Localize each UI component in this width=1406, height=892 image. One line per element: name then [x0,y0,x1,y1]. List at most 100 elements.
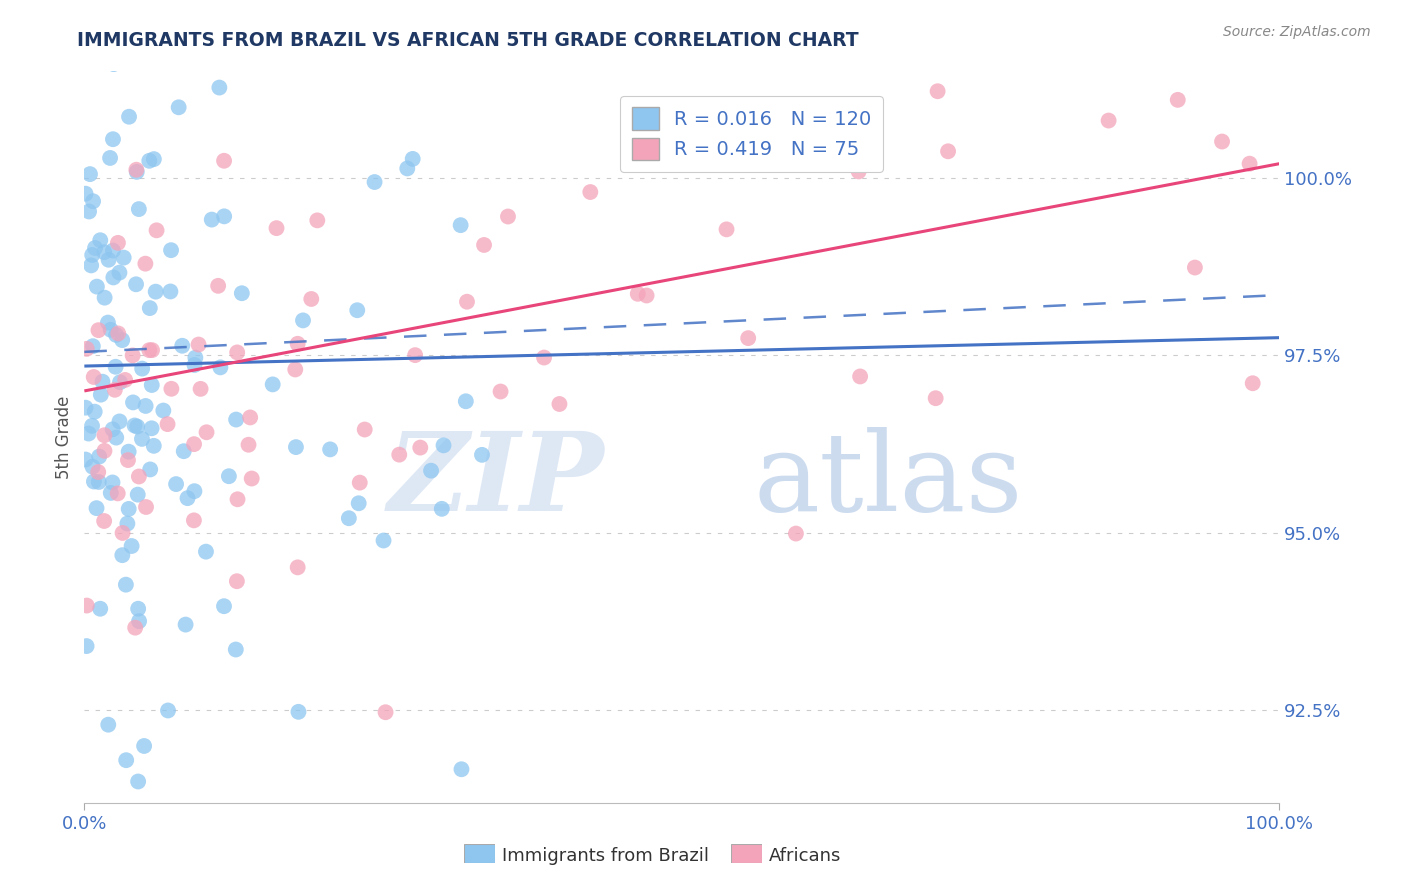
Point [627,286,650,301]
Point [849,369,872,384]
Point [396,161,419,176]
Point [363,175,385,189]
Point [157,704,180,718]
Point [103,270,125,285]
Point [127,601,149,615]
Point [115,753,138,767]
Point [208,80,231,95]
Point [141,421,163,435]
Point [292,313,315,327]
Point [548,397,571,411]
Point [111,548,134,562]
Point [89,601,111,615]
Point [128,469,150,483]
Point [472,238,495,252]
Point [174,617,197,632]
Legend: R = 0.016   N = 120, R = 0.419   N = 75: R = 0.016 N = 120, R = 0.419 N = 75 [620,95,883,172]
Point [135,399,157,413]
Point [1167,93,1189,107]
Point [172,339,194,353]
Point [138,153,160,168]
Text: ZIP: ZIP [388,427,605,534]
Point [239,410,262,425]
Point [349,475,371,490]
Point [131,432,153,446]
Point [107,235,129,250]
Point [212,153,235,168]
Point [402,152,425,166]
Point [1241,376,1264,391]
Point [184,351,207,365]
Point [111,333,134,347]
Point [287,336,309,351]
Point [124,418,146,433]
Point [104,359,127,374]
Y-axis label: 5th Grade: 5th Grade [55,395,73,479]
Point [84,241,107,255]
Point [337,511,360,525]
Point [226,492,249,507]
Point [97,717,120,731]
Point [152,403,174,417]
Point [145,285,167,299]
Point [533,351,555,365]
Point [139,301,162,315]
Point [139,462,162,476]
Text: Source: ZipAtlas.com: Source: ZipAtlas.com [1223,25,1371,39]
Point [165,477,187,491]
Point [77,426,100,441]
Point [118,502,141,516]
Point [450,218,472,232]
Point [346,303,368,318]
Point [76,639,98,653]
Point [80,418,103,433]
Point [131,361,153,376]
Point [173,444,195,458]
Point [125,277,148,292]
Point [307,213,329,227]
Point [93,291,115,305]
Point [183,437,205,451]
Point [266,221,288,235]
Point [115,577,138,591]
Point [93,245,115,260]
Point [125,165,148,179]
Point [111,525,134,540]
Point [225,412,247,426]
Point [89,233,111,247]
Point [82,248,104,262]
Point [927,84,949,98]
Point [450,762,472,776]
Point [77,204,100,219]
Point [142,152,165,166]
Point [83,370,105,384]
Point [105,327,128,342]
Point [190,382,212,396]
Point [107,326,129,341]
Point [156,417,179,431]
Point [195,425,218,440]
Point [218,469,240,483]
Point [489,384,512,399]
Point [636,288,658,302]
Point [456,294,478,309]
Point [240,471,263,485]
Point [1184,260,1206,275]
Point [132,739,156,753]
Point [103,57,125,71]
Point [209,360,232,375]
Point [141,378,163,392]
Point [420,464,443,478]
Point [84,10,107,24]
Point [262,377,284,392]
Point [124,621,146,635]
Point [82,459,104,474]
Point [79,167,101,181]
Point [127,488,149,502]
Point [101,244,124,258]
Point [104,383,127,397]
Point [80,259,103,273]
Point [93,428,115,442]
Point [108,376,131,390]
Point [141,343,163,358]
